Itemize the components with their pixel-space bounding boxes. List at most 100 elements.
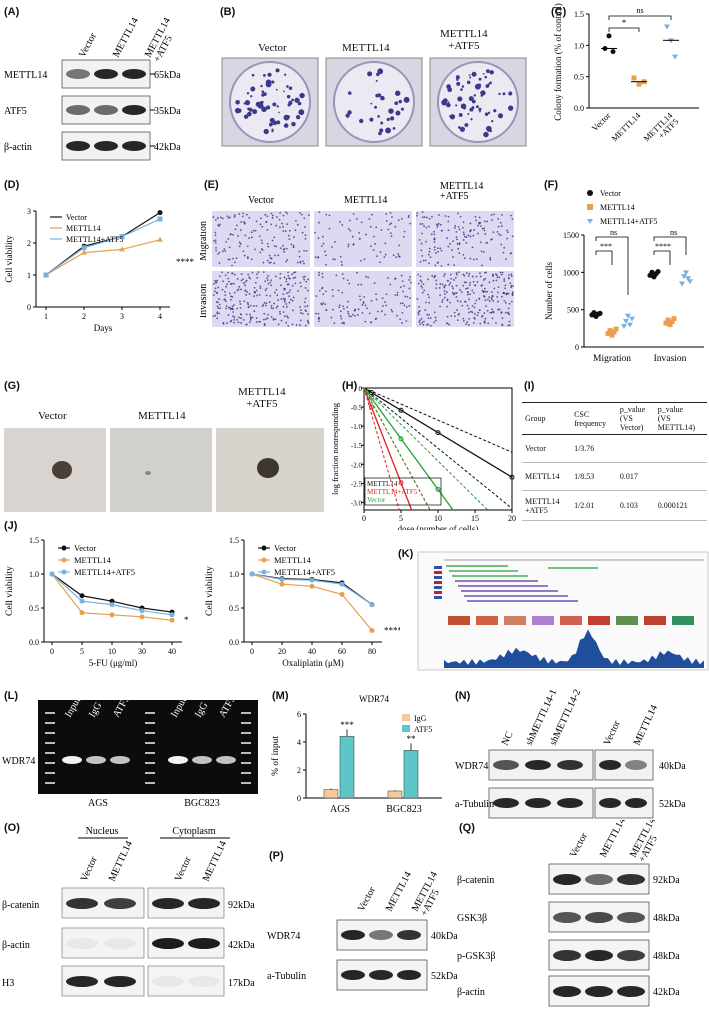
cell-dot [286, 315, 289, 318]
cell-dot [239, 306, 242, 309]
cell-dot [295, 324, 298, 326]
colony-dot [375, 79, 378, 82]
cell-dot [279, 212, 282, 214]
cell-dot [447, 220, 450, 223]
y-tick-label: 0.0 [574, 104, 584, 113]
panel-label: (I) [524, 380, 535, 392]
cell-dot [491, 308, 494, 311]
cell-dot [303, 278, 306, 281]
cell-dot [240, 317, 242, 319]
cell-dot [466, 304, 469, 307]
bar [387, 790, 403, 799]
cell-dot [385, 213, 388, 215]
cell-dot [469, 235, 472, 238]
cell-dot [292, 277, 295, 280]
ladder-band [145, 782, 155, 784]
cell-dot [405, 306, 408, 308]
cell-dot [305, 250, 308, 252]
cell-dot [261, 242, 264, 244]
bar [403, 750, 419, 799]
cell-dot [303, 217, 306, 220]
cell-dot [282, 297, 285, 300]
cell-dot [465, 236, 468, 239]
table-row: METTL14 +ATF5 1/2.01 0.103 0.000121 [522, 490, 707, 521]
table-row: METTL14 1/8.53 0.017 [522, 462, 707, 491]
blot-band [369, 970, 393, 980]
cell-dot [230, 295, 232, 298]
cell-dot [428, 217, 431, 220]
cell-dot [270, 223, 273, 226]
cell-dot [475, 275, 478, 278]
cell-dot [458, 243, 461, 246]
cell-dot [501, 213, 503, 216]
sig-label: **** [384, 625, 400, 635]
cell-dot [416, 212, 419, 215]
data-point [672, 54, 678, 60]
cell-dot [341, 224, 344, 226]
column-label: Vector [38, 410, 67, 422]
cell-dot [419, 319, 421, 322]
ladder-band [145, 742, 155, 744]
cell-dot [465, 287, 467, 290]
cell-dot [462, 231, 465, 234]
cell-dot [420, 280, 423, 283]
cell-dot [457, 247, 460, 250]
blot-band [585, 912, 613, 923]
cell-dot [462, 239, 465, 241]
cell-dot [496, 230, 499, 233]
cell-dot [427, 278, 429, 281]
table-header-cell: p_value (VS Vector) [616, 402, 655, 435]
data-point [610, 49, 616, 55]
x-category-label: METTL14 [609, 110, 643, 144]
cell-dot [224, 294, 227, 297]
cell-dot [272, 307, 275, 310]
cell-dot [496, 291, 499, 294]
cell-dot [317, 256, 320, 258]
cell-dot [253, 295, 255, 298]
cell-dot [438, 287, 441, 289]
cell-dot [340, 261, 343, 263]
blot-band [188, 938, 220, 949]
cell-dot [462, 319, 465, 322]
colony-dot [498, 92, 501, 96]
cell-dot [421, 232, 423, 235]
cell-dot [443, 290, 446, 292]
y-axis-label: Cell viability [4, 235, 14, 283]
cell-dot [242, 250, 245, 253]
cell-dot [286, 223, 289, 226]
cell-dot [462, 253, 465, 256]
cell-dot [483, 227, 486, 230]
cell-dot [389, 283, 392, 286]
cell-dot [376, 255, 378, 258]
cell-dot [314, 231, 316, 234]
cell-dot [446, 279, 449, 282]
legend-box [364, 477, 442, 506]
cell-dot [227, 238, 230, 240]
colony-dot [468, 74, 471, 76]
cell-dot [264, 280, 267, 283]
table-header-cell: p_value (VS METTL14) [654, 402, 707, 435]
y-tick-label: -0.5 [351, 404, 363, 412]
cell-dot [253, 310, 256, 313]
cell-dot [347, 245, 350, 248]
panel-f: (F) 0 500 1000 1500 Number of cells Migration… [540, 175, 709, 375]
colony-dot [489, 81, 492, 85]
y-axis-label: Number of cells [544, 262, 554, 320]
repeat-block [504, 616, 526, 625]
data-point [279, 581, 285, 587]
cell-dot [479, 275, 482, 278]
cell-dot [342, 307, 345, 310]
blot-band [122, 69, 146, 79]
cell-dot [511, 285, 514, 287]
colony-dot [489, 70, 494, 75]
blot-row-label: a-Tubulin [455, 799, 494, 810]
cell-dot [287, 324, 290, 327]
cell-dot [225, 307, 227, 310]
track-label-swatch [434, 566, 442, 569]
cell-dot [266, 317, 269, 320]
cell-dot [279, 247, 282, 250]
panel-c: (C) 0.0 0.5 1.0 1.5 Colony formation (% of c… [549, 0, 709, 170]
cell-dot [274, 254, 276, 257]
cell-dot [500, 311, 503, 313]
sig-bracket [595, 250, 613, 265]
